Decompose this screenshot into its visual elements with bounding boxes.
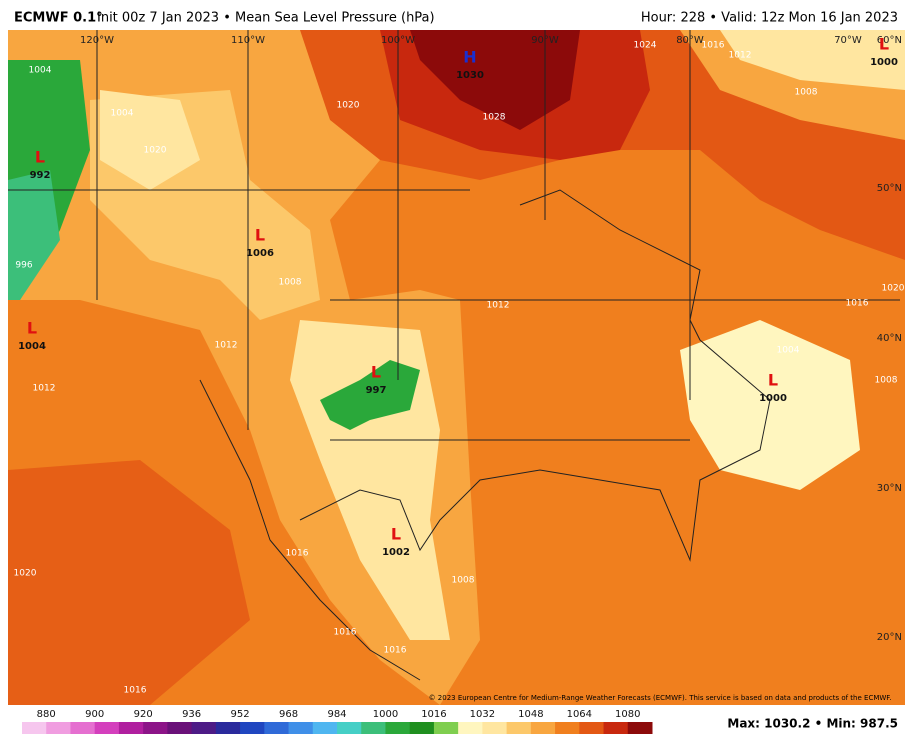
- colorbar-swatch: [530, 722, 556, 734]
- pressure-center-symbol: L: [391, 525, 401, 544]
- model: ECMWF 0.1°: [14, 11, 103, 26]
- colorbar-label: 1016: [421, 709, 446, 720]
- isobar-label: 1016: [334, 628, 357, 638]
- isobar-label: 1020: [882, 284, 905, 294]
- overlay: 120°W 110°W 100°W 90°W 80°W 70°W 60°N 50°N 40°N 3…: [14, 35, 905, 696]
- longitude-label: 120°W: [80, 35, 114, 46]
- colorbar-label: 1000: [373, 709, 398, 720]
- isobar-label: 1016: [286, 549, 309, 559]
- pressure-center-value: 1002: [382, 547, 410, 558]
- isobar-label: 1020: [144, 146, 167, 156]
- colorbar-swatch: [433, 722, 459, 734]
- latitude-label: 30°N: [877, 483, 902, 494]
- pressure-center-symbol: L: [35, 148, 45, 167]
- colorbar-label: 900: [85, 709, 104, 720]
- colorbar-swatch: [215, 722, 241, 734]
- pressure-center-symbol: H: [463, 48, 476, 67]
- colorbar-swatch: [385, 722, 411, 734]
- colorbar-swatch: [361, 722, 386, 734]
- pressure-center-symbol: L: [27, 319, 37, 338]
- isobar-label: 1004: [111, 109, 134, 119]
- colorbar-swatch: [22, 722, 47, 734]
- credit: © 2023 European Centre for Medium-Range …: [429, 694, 892, 702]
- colorbar-swatch: [70, 722, 96, 734]
- pressure-center-value: 1006: [246, 248, 274, 259]
- colorbar-swatch: [167, 722, 193, 734]
- isobar-label: 1004: [777, 346, 800, 356]
- colorbar-swatch: [143, 722, 168, 734]
- latitude-label: 60°N: [877, 35, 902, 46]
- colorbar-swatch: [579, 722, 605, 734]
- colorbar-swatch: [506, 722, 532, 734]
- colorbar-swatch: [555, 722, 580, 734]
- pressure-center-value: 997: [366, 385, 387, 396]
- latitude-label: 40°N: [877, 333, 902, 344]
- pressure-center-symbol: L: [768, 371, 778, 390]
- isobar-label: 1012: [729, 51, 752, 61]
- longitude-label: 110°W: [231, 35, 265, 46]
- colorbar: 880 900 920 936 952 968 984 1000 1016 1032 1048 106…: [22, 709, 653, 734]
- colorbar-swatch: [191, 722, 217, 734]
- colorbar-swatch: [288, 722, 314, 734]
- colorbar-swatch: [458, 722, 483, 734]
- stats: Max: 1030.2 • Min: 987.5: [727, 717, 898, 731]
- colorbar-swatch: [94, 722, 120, 734]
- colorbar-swatch: [409, 722, 435, 734]
- isobar-label: 1008: [452, 576, 475, 586]
- isobar-label: 1020: [14, 569, 37, 579]
- colorbar-label: 968: [279, 709, 298, 720]
- isobar-label: 1004: [29, 66, 52, 76]
- colorbar-label: 1048: [518, 709, 543, 720]
- colorbar-swatch: [240, 722, 265, 734]
- isobar-label: 996: [15, 261, 32, 271]
- isobar-label: 1016: [846, 299, 869, 309]
- isobar-label: 1008: [875, 376, 898, 386]
- pressure-center-symbol: L: [879, 35, 889, 54]
- colorbar-label: 1080: [615, 709, 640, 720]
- colorbar-label: 1064: [567, 709, 592, 720]
- colorbar-label: 984: [327, 709, 346, 720]
- isobar-label: 1016: [702, 41, 725, 51]
- isobar-label: 1012: [215, 341, 238, 351]
- longitude-label: 100°W: [381, 35, 415, 46]
- isobar-label: 1012: [33, 384, 56, 394]
- colorbar-label: 1032: [470, 709, 495, 720]
- colorbar-swatch: [118, 722, 144, 734]
- pressure-center-value: 1004: [18, 341, 46, 352]
- colorbar-swatch: [337, 722, 362, 734]
- valid-time: Hour: 228 • Valid: 12z Mon 16 Jan 2023: [641, 11, 898, 26]
- isobar-label: 1016: [384, 646, 407, 656]
- isobar-label: 1028: [483, 113, 506, 123]
- isobar-label: 1016: [124, 686, 147, 696]
- longitude-label: 90°W: [531, 35, 559, 46]
- pressure-center-value: 1000: [759, 393, 787, 404]
- colorbar-swatch: [482, 722, 508, 734]
- longitude-label: 70°W: [834, 35, 862, 46]
- colorbar-label: 880: [37, 709, 56, 720]
- map: [8, 30, 905, 705]
- colorbar-swatch: [312, 722, 338, 734]
- colorbar-swatch: [46, 722, 71, 734]
- colorbar-label: 936: [182, 709, 201, 720]
- isobar-label: 1024: [634, 41, 657, 51]
- longitude-label: 80°W: [676, 35, 704, 46]
- latitude-label: 50°N: [877, 183, 902, 194]
- isobar-label: 1008: [279, 278, 302, 288]
- colorbar-label: 920: [134, 709, 153, 720]
- colorbar-swatch: [627, 722, 653, 734]
- colorbar-label: 952: [231, 709, 250, 720]
- pressure-center-value: 1030: [456, 70, 484, 81]
- pressure-center-value: 992: [30, 170, 51, 181]
- colorbar-swatch: [603, 722, 629, 734]
- title: Init 00z 7 Jan 2023 • Mean Sea Level Pre…: [97, 11, 435, 26]
- isobar-label: 1008: [795, 88, 818, 98]
- pressure-center-symbol: L: [371, 363, 381, 382]
- isobar-label: 1020: [337, 101, 360, 111]
- isobar-label: 1012: [487, 301, 510, 311]
- pressure-center-symbol: L: [255, 226, 265, 245]
- latitude-label: 20°N: [877, 632, 902, 643]
- colorbar-swatch: [264, 722, 290, 734]
- pressure-center-value: 1000: [870, 57, 898, 68]
